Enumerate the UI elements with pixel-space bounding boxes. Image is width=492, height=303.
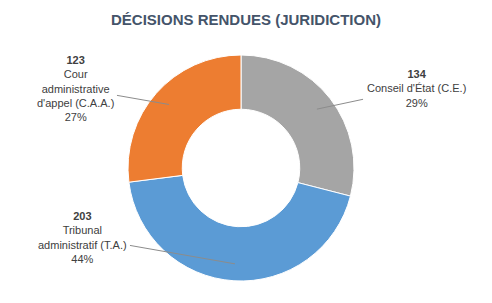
svg-text:203Tribunaladministratif (T.A.: 203Tribunaladministratif (T.A.)44% — [38, 210, 127, 265]
svg-text:DÉCISIONS RENDUES (JURIDICTION: DÉCISIONS RENDUES (JURIDICTION) — [111, 11, 381, 28]
svg-text:123Couradministratived'appel (: 123Couradministratived'appel (C.A.A.)27% — [37, 54, 114, 123]
svg-text:134Conseil d'État (C.E.)29%: 134Conseil d'État (C.E.)29% — [367, 68, 466, 109]
